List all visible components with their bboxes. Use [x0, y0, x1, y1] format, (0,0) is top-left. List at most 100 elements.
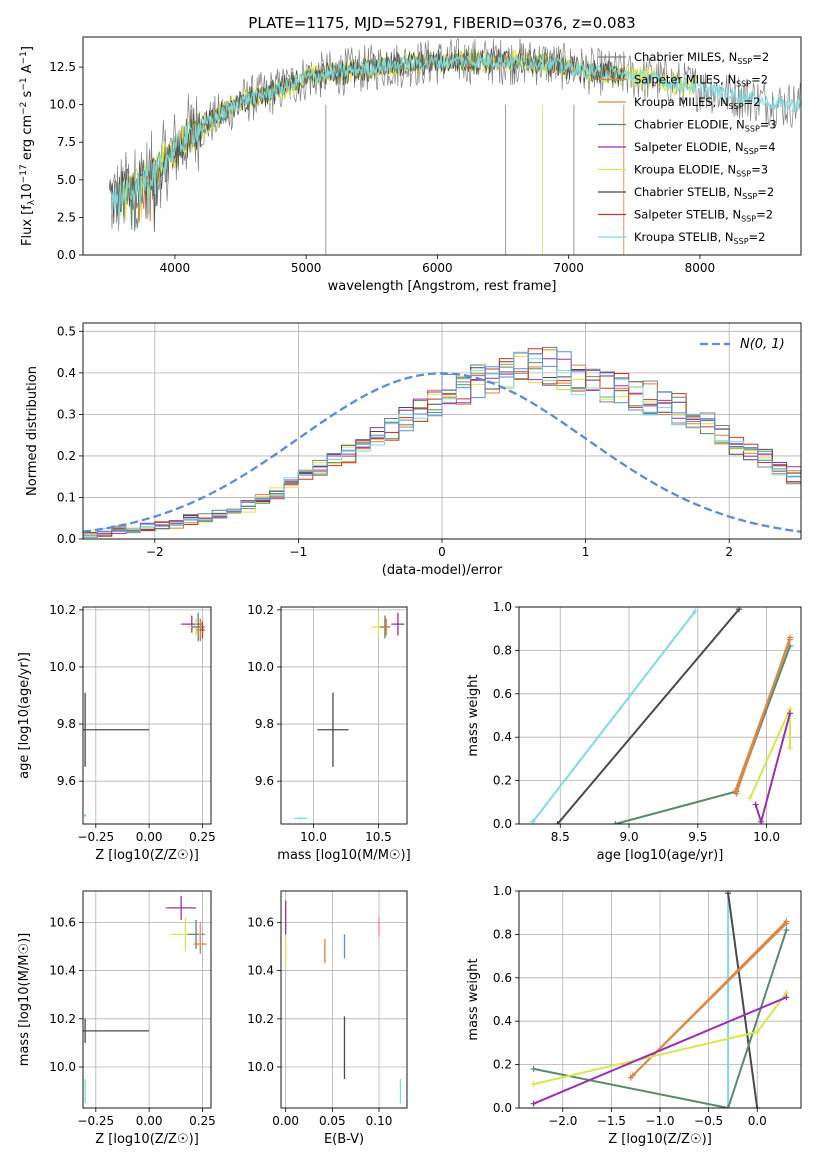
figure-title: PLATE=1175, MJD=52791, FIBERID=0376, z=0… [248, 14, 635, 32]
weight-line [615, 645, 791, 824]
errorbar-point [382, 618, 391, 636]
y-tick-label: 1.0 [493, 600, 512, 614]
y-tick-label: 2.5 [57, 210, 76, 224]
residuals-panel: −2 −1 0 1 2 0.0 0.1 0.2 0.3 0.4 0.5 (data-model)/er… [25, 322, 802, 578]
weight-marker [786, 710, 793, 717]
legend-label: Salpeter ELODIE, NSSP=4 [634, 140, 776, 156]
y-tick-label: 10.2 [49, 1012, 76, 1026]
weight-marker [612, 821, 619, 824]
y-tick-label: 10.4 [247, 964, 274, 978]
spectrum-legend: Chabrier MILES, NSSP=2 Salpeter MILES, NS… [598, 50, 777, 246]
weight-line [734, 639, 791, 792]
weight-vs-age-grid [519, 606, 801, 825]
x-tick-label: −0.25 [77, 830, 114, 844]
axes-frame [280, 606, 408, 825]
mass-vs-EBV-panel: 0.00 0.05 0.10 10.0 10.2 10.4 10.6 E(B-V) [247, 890, 408, 1147]
errorbar-point [317, 692, 349, 767]
x-tick-label: 5000 [291, 261, 322, 275]
weight-marker [783, 994, 790, 1001]
axes-frame [82, 322, 802, 540]
x-tick-label: −1 [290, 545, 308, 559]
weight-vs-Z-plot-area [530, 891, 790, 1108]
spectrum-line [111, 54, 801, 225]
weight-line [754, 713, 791, 824]
y-tick-label: 0.8 [493, 927, 512, 941]
y-tick-label: 0.2 [57, 449, 76, 463]
y-tick-label: 9.6 [57, 774, 76, 788]
weight-line [556, 608, 740, 824]
mass-vs-EBV-plot-area [285, 900, 402, 1104]
weight-marker [554, 821, 561, 824]
errorbar-point [83, 692, 150, 767]
age-vs-Z-plot-area [83, 612, 205, 817]
x-tick-label: 2 [725, 545, 733, 559]
y-tick-label: 10.0 [247, 660, 274, 674]
y-axis-label: mass weight [466, 674, 481, 756]
x-tick-label: 4000 [160, 261, 191, 275]
x-tick-label: 8000 [685, 261, 716, 275]
residual-histogram [83, 362, 801, 539]
x-tick-label: −0.25 [77, 1114, 114, 1128]
x-axis-label: age [log10(age/yr)] [597, 848, 724, 863]
x-axis-label: mass [log10(M/M☉)] [277, 848, 410, 863]
x-axis-label: wavelength [Angstrom, rest frame] [328, 279, 557, 294]
age-vs-mass-panel: 10.0 10.5 9.6 9.8 10.0 10.2 mass [log10(M/M☉)] [247, 603, 410, 863]
x-axis-label: (data-model)/error [382, 563, 503, 578]
weight-line [533, 929, 788, 1108]
legend-label: Chabrier MILES, NSSP=2 [634, 50, 769, 66]
weight-marker [786, 745, 793, 752]
x-tick-label: −2 [146, 545, 164, 559]
x-tick-label: 9.5 [688, 830, 707, 844]
x-tick-label: 0.0 [748, 1114, 767, 1128]
spectrum-line [116, 50, 625, 232]
errorbar-point [83, 814, 87, 817]
y-tick-label: 0.8 [493, 643, 512, 657]
x-axis-label: E(B-V) [324, 1132, 364, 1147]
y-tick-label: 0.6 [493, 971, 512, 985]
y-tick-label: 0.0 [57, 248, 76, 262]
y-tick-label: 9.8 [57, 717, 76, 731]
x-tick-label: −1.0 [645, 1114, 674, 1128]
spectrum-plot-area [108, 38, 801, 255]
y-axis-label: Normed distribution [25, 366, 40, 496]
x-axis-label: Z [log10(Z/Z☉)] [95, 848, 199, 863]
residual-histogram [83, 352, 801, 539]
x-tick-label: 7000 [553, 261, 584, 275]
y-tick-label: 10.0 [49, 660, 76, 674]
y-axis-label: Flux [fλ10−17 erg cm−2 s−1 A−1] [19, 46, 37, 246]
weight-marker [754, 1029, 761, 1036]
x-tick-label: 6000 [422, 261, 453, 275]
x-axis-label: Z [log10(Z/Z☉)] [608, 1132, 712, 1147]
y-tick-label: 10.0 [49, 1060, 76, 1074]
x-tick-label: 0.10 [366, 1114, 393, 1128]
x-axis-label: Z [log10(Z/Z☉)] [95, 1132, 199, 1147]
weight-line [727, 893, 759, 1108]
errorbar-point [83, 1018, 150, 1043]
weight-marker [692, 608, 699, 615]
x-tick-label: 10.0 [753, 830, 780, 844]
y-axis-label: age [log10(age/yr)] [17, 652, 32, 779]
y-tick-label: 0.2 [493, 774, 512, 788]
x-tick-label: 0.00 [136, 1114, 163, 1128]
x-tick-label: 10.0 [300, 830, 327, 844]
errorbar-point [166, 895, 197, 920]
mass-vs-Z-grid [83, 891, 211, 1108]
chart-panels: 4000 5000 6000 7000 80000.02.55.07.510.012.5… [17, 36, 802, 1147]
weight-marker [731, 788, 738, 795]
axes-frame [280, 890, 408, 1109]
gaussian-curve [83, 372, 801, 533]
point-marker [83, 814, 87, 817]
y-tick-label: 0.5 [57, 324, 76, 338]
legend-label: Kroupa STELIB, NSSP=2 [634, 230, 765, 246]
y-tick-label: 5.0 [57, 173, 76, 187]
x-tick-label: 0.00 [136, 830, 163, 844]
weight-marker [747, 794, 754, 801]
x-tick-label: 0 [438, 545, 446, 559]
weight-marker [530, 1081, 537, 1088]
legend-label: Salpeter STELIB, NSSP=2 [634, 208, 773, 224]
y-tick-label: 0.3 [57, 407, 76, 421]
residual-histogram [83, 355, 801, 539]
weight-marker [786, 636, 793, 643]
weight-marker [783, 920, 790, 927]
age-vs-mass-plot-area [293, 612, 405, 820]
